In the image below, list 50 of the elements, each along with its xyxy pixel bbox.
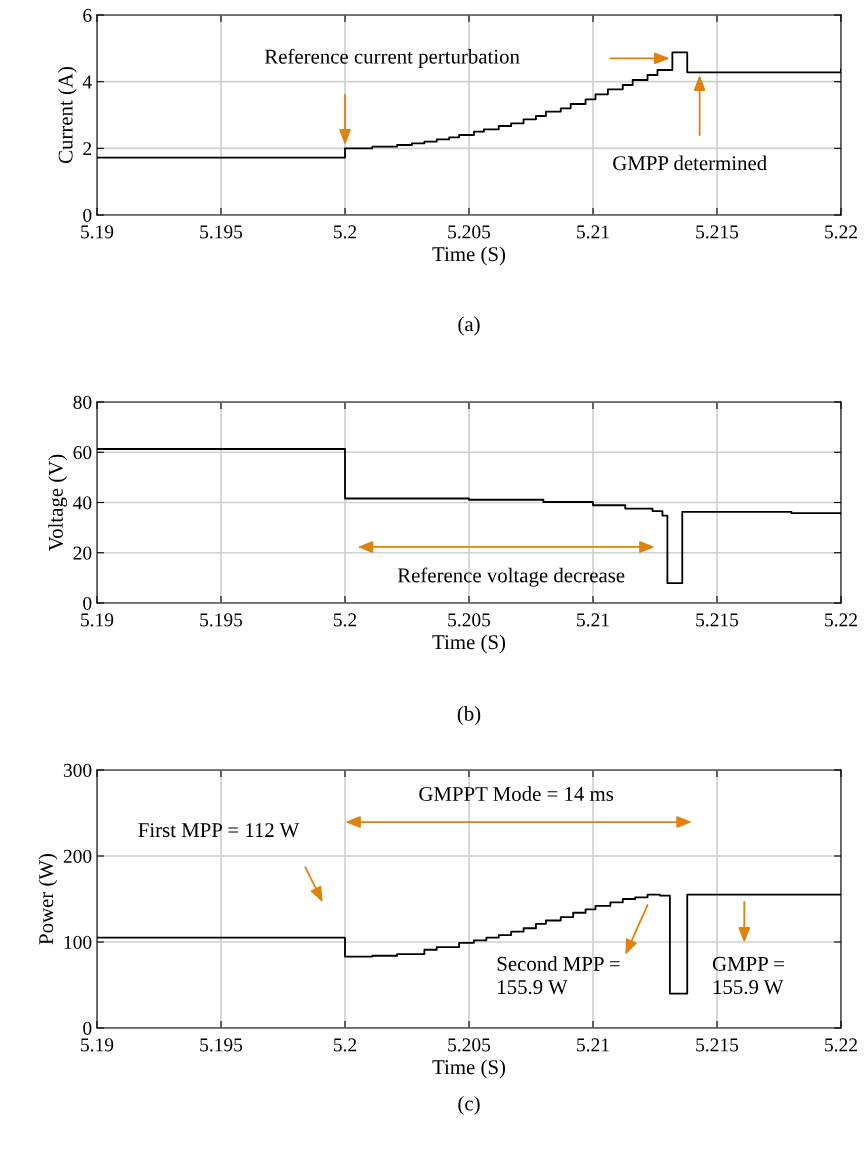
text: (b) (457, 706, 481, 726)
x-tick-label: 5.22 (825, 225, 857, 239)
y-axis-title: Current (A) (57, 67, 77, 164)
y-tick-label: 200 (63, 849, 92, 863)
y-axis-title: Power (W) (38, 853, 58, 945)
x-tick-label: 5.22 (825, 1038, 857, 1052)
x-tick-label: 5.21 (577, 225, 609, 239)
x-tick-label: 5.19 (81, 225, 114, 239)
x-axis-title: Time (S) (432, 634, 506, 654)
x-tick-label: 5.21 (577, 1038, 609, 1052)
y-tick-label: 4 (82, 75, 92, 89)
y-tick-label: 0 (83, 208, 92, 222)
y-tick-label: 6 (83, 8, 92, 22)
y-tick-label: 0 (83, 1021, 92, 1035)
y-tick-label: 40 (73, 496, 92, 510)
x-tick-label: 5.215 (696, 225, 739, 239)
x-tick-label: 5.22 (825, 613, 857, 627)
annotation: GMPP determined (613, 155, 767, 171)
y-tick-label: 20 (73, 546, 92, 560)
annotation: Reference current perturbation (264, 48, 520, 68)
y-tick-label: 300 (63, 763, 92, 777)
y-tick-label: 100 (64, 935, 92, 949)
y-tick-label: 60 (73, 446, 92, 460)
x-tick-label: 5.205 (448, 225, 491, 239)
x-tick-label: 5.195 (200, 225, 243, 239)
x-tick-label: 5.21 (577, 613, 609, 627)
x-tick-label: 5.215 (696, 1038, 739, 1052)
x-tick-label: 5.205 (448, 613, 491, 627)
annotation: GMPP = 155.9 W (712, 956, 784, 995)
annotation: Reference voltage decrease (397, 567, 625, 587)
annotation: First MPP = 112 W (138, 823, 300, 838)
annotation: GMPPT Mode = 14 ms (419, 786, 614, 802)
x-tick-label: 5.195 (200, 613, 243, 627)
x-tick-label: 5.19 (81, 1038, 114, 1052)
text: (c) (458, 1095, 480, 1115)
x-tick-label: 5.2 (333, 225, 357, 239)
y-tick-label: 2 (83, 142, 92, 156)
x-axis-title: Time (S) (432, 246, 506, 266)
annotation: Second MPP = 155.9 W (497, 956, 620, 995)
x-tick-label: 5.2 (333, 613, 357, 627)
x-axis-title: Time (S) (432, 1059, 506, 1079)
x-tick-label: 5.215 (696, 613, 739, 627)
x-tick-label: 5.195 (200, 1038, 243, 1052)
y-tick-label: 0 (83, 596, 92, 610)
text: (a) (458, 316, 480, 336)
x-tick-label: 5.205 (448, 1038, 491, 1052)
x-tick-label: 5.19 (81, 613, 114, 627)
x-tick-label: 5.2 (333, 1038, 357, 1052)
y-tick-label: 80 (73, 395, 92, 409)
y-axis-title: Voltage (V) (48, 454, 68, 551)
